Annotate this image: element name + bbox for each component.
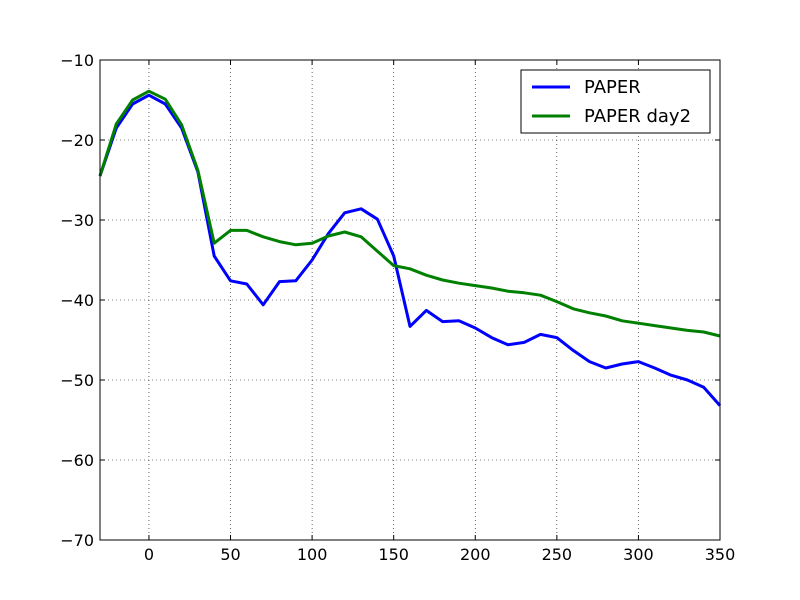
- x-tick-label: 350: [705, 545, 736, 564]
- legend-label: PAPER: [584, 77, 641, 98]
- y-tick-label: −70: [60, 531, 94, 550]
- y-tick-label: −60: [60, 451, 94, 470]
- x-tick-label: 250: [542, 545, 573, 564]
- x-tick-label: 0: [144, 545, 154, 564]
- x-tick-label: 300: [623, 545, 654, 564]
- x-tick-label: 150: [378, 545, 409, 564]
- y-tick-label: −20: [60, 131, 94, 150]
- x-tick-label: 200: [460, 545, 491, 564]
- y-tick-label: −10: [60, 51, 94, 70]
- series-line-paper-day2: [98, 89, 721, 338]
- series-layer: [98, 89, 722, 407]
- ticks: 0 50 100 150 200 250 300 350 −70 −60 −50 −40 −30 −20 −…: [60, 51, 735, 564]
- legend-label: PAPER day2: [584, 106, 691, 127]
- y-tick-label: −50: [60, 371, 94, 390]
- x-tick-label: 50: [220, 545, 240, 564]
- legend: PAPER PAPER day2: [520, 69, 711, 134]
- y-tick-label: −30: [60, 211, 94, 230]
- legend-box: [520, 69, 711, 134]
- x-tick-label: 100: [297, 545, 328, 564]
- y-tick-label: −40: [60, 291, 94, 310]
